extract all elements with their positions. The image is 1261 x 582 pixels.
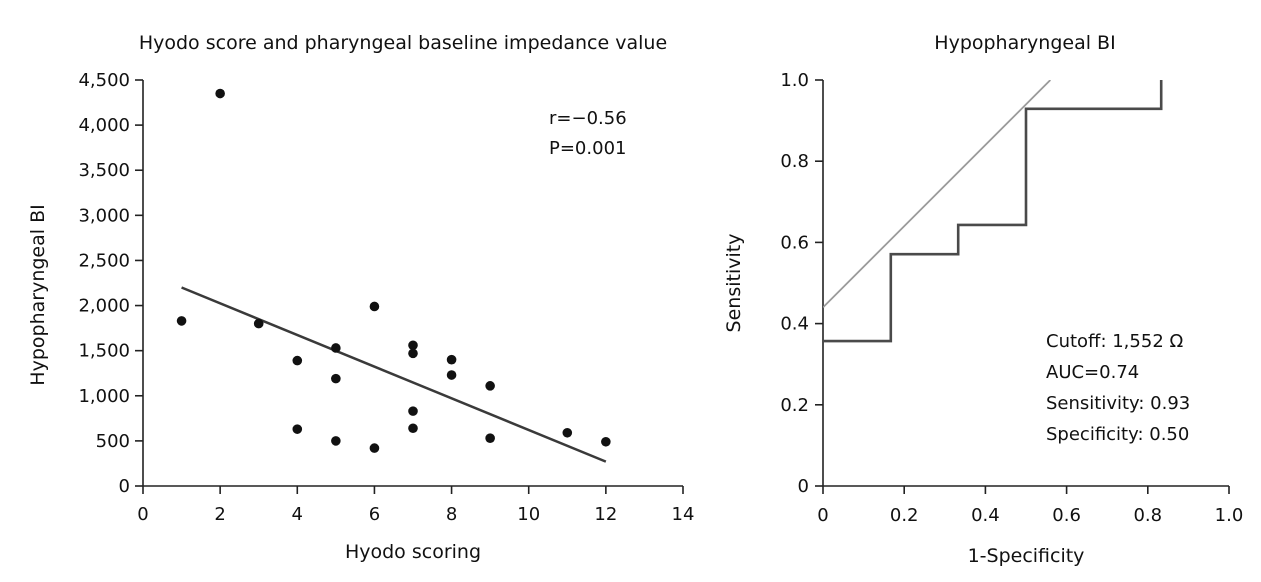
scatter-point xyxy=(601,436,611,447)
scatter-points xyxy=(176,88,611,453)
scatter-point xyxy=(331,373,341,384)
scatter-x-tick-label: 4 xyxy=(292,504,303,525)
scatter-y-tick-label: 4,500 xyxy=(78,70,130,91)
roc-curve xyxy=(823,80,1163,343)
scatter-x-tick-label: 8 xyxy=(446,504,457,525)
roc-x-tick-label: 0.2 xyxy=(890,505,919,526)
scatter-y-tick-label: 3,500 xyxy=(78,160,130,181)
roc-annotation-cutoff: Cutoff: 1,552 Ω xyxy=(1046,331,1183,352)
roc-x-tick-label: 0.4 xyxy=(971,505,1000,526)
scatter-x-tick-label: 14 xyxy=(672,504,695,525)
scatter-y-tick-label: 2,500 xyxy=(78,250,130,271)
scatter-point xyxy=(485,433,495,443)
scatter-point xyxy=(253,318,264,329)
scatter-y-tick-label: 2,000 xyxy=(78,296,130,317)
scatter-point xyxy=(292,355,303,366)
scatter-y-axis-ticks: 0 500 1,000 1,500 2,000 2,500 3,000 3,500 4,000 4… xyxy=(78,70,143,497)
roc-annotation-sensitivity: Sensitivity: 0.93 xyxy=(1046,393,1190,414)
roc-x-tick-label: 0 xyxy=(817,505,828,526)
scatter-x-tick-label: 0 xyxy=(137,504,148,525)
roc-annotation-auc: AUC=0.74 xyxy=(1046,362,1139,383)
roc-y-tick-label: 0 xyxy=(798,476,809,497)
roc-annotation-specificity: Specificity: 0.50 xyxy=(1046,424,1189,445)
roc-y-axis-ticks: 0 0.2 0.4 0.6 0.8 1.0 xyxy=(780,70,823,497)
scatter-y-axis-label: Hypopharyngeal BI xyxy=(27,204,49,385)
scatter-point xyxy=(369,443,380,453)
roc-x-axis-label: 1-Specificity xyxy=(968,545,1085,567)
scatter-point xyxy=(369,301,380,312)
roc-y-tick-label: 0.6 xyxy=(780,232,809,253)
roc-y-tick-label: 0.4 xyxy=(780,314,809,335)
scatter-x-tick-label: 12 xyxy=(594,504,617,525)
roc-y-tick-label: 0.8 xyxy=(780,151,809,172)
scatter-x-tick-label: 10 xyxy=(517,504,540,525)
roc-x-tick-label: 1.0 xyxy=(1215,505,1244,526)
scatter-point xyxy=(215,88,225,99)
scatter-point xyxy=(485,381,495,391)
scatter-point xyxy=(176,316,187,326)
scatter-chart: Hyodo score and pharyngeal baseline impe… xyxy=(27,32,694,563)
roc-chart: Hypopharyngeal BI 00.20.40.60.81.0 0 0.2 0… xyxy=(723,32,1243,567)
scatter-y-tick-label: 500 xyxy=(96,431,130,452)
roc-title: Hypopharyngeal BI xyxy=(934,32,1115,54)
scatter-y-tick-label: 3,000 xyxy=(78,205,130,226)
roc-y-tick-label: 1.0 xyxy=(780,70,809,91)
roc-x-tick-label: 0.8 xyxy=(1133,505,1162,526)
scatter-x-tick-label: 6 xyxy=(369,504,380,525)
roc-reference-line xyxy=(823,80,1051,308)
roc-y-tick-label: 0.2 xyxy=(780,395,809,416)
roc-y-axis-label: Sensitivity xyxy=(723,234,745,333)
scatter-point xyxy=(408,348,418,359)
scatter-x-tick-label: 2 xyxy=(214,504,225,525)
scatter-point xyxy=(408,406,418,416)
scatter-point xyxy=(331,436,341,446)
scatter-point xyxy=(446,354,457,365)
scatter-point xyxy=(408,340,418,351)
scatter-point xyxy=(292,424,303,434)
scatter-annotation-r: r=−0.56 xyxy=(549,108,627,129)
scatter-title: Hyodo score and pharyngeal baseline impe… xyxy=(139,32,667,54)
scatter-y-tick-label: 1,000 xyxy=(78,386,130,407)
scatter-trend-line xyxy=(181,286,607,463)
scatter-point xyxy=(331,343,341,353)
scatter-point xyxy=(446,370,457,380)
roc-x-axis-ticks: 0 0.2 0.4 0.6 0.8 1.0 xyxy=(817,486,1243,526)
roc-series xyxy=(823,80,1163,343)
scatter-y-tick-label: 4,000 xyxy=(78,115,130,136)
scatter-point xyxy=(408,423,418,434)
scatter-x-axis-label: Hyodo scoring xyxy=(345,541,481,563)
scatter-y-tick-label: 1,500 xyxy=(78,341,130,362)
scatter-point xyxy=(562,427,573,438)
scatter-y-tick-label: 0 xyxy=(119,476,130,497)
roc-x-tick-label: 0.6 xyxy=(1052,505,1081,526)
scatter-annotation-p: P=0.001 xyxy=(549,138,626,159)
scatter-x-axis-ticks: 0 2 4 6 8 10 12 14 xyxy=(137,486,694,525)
